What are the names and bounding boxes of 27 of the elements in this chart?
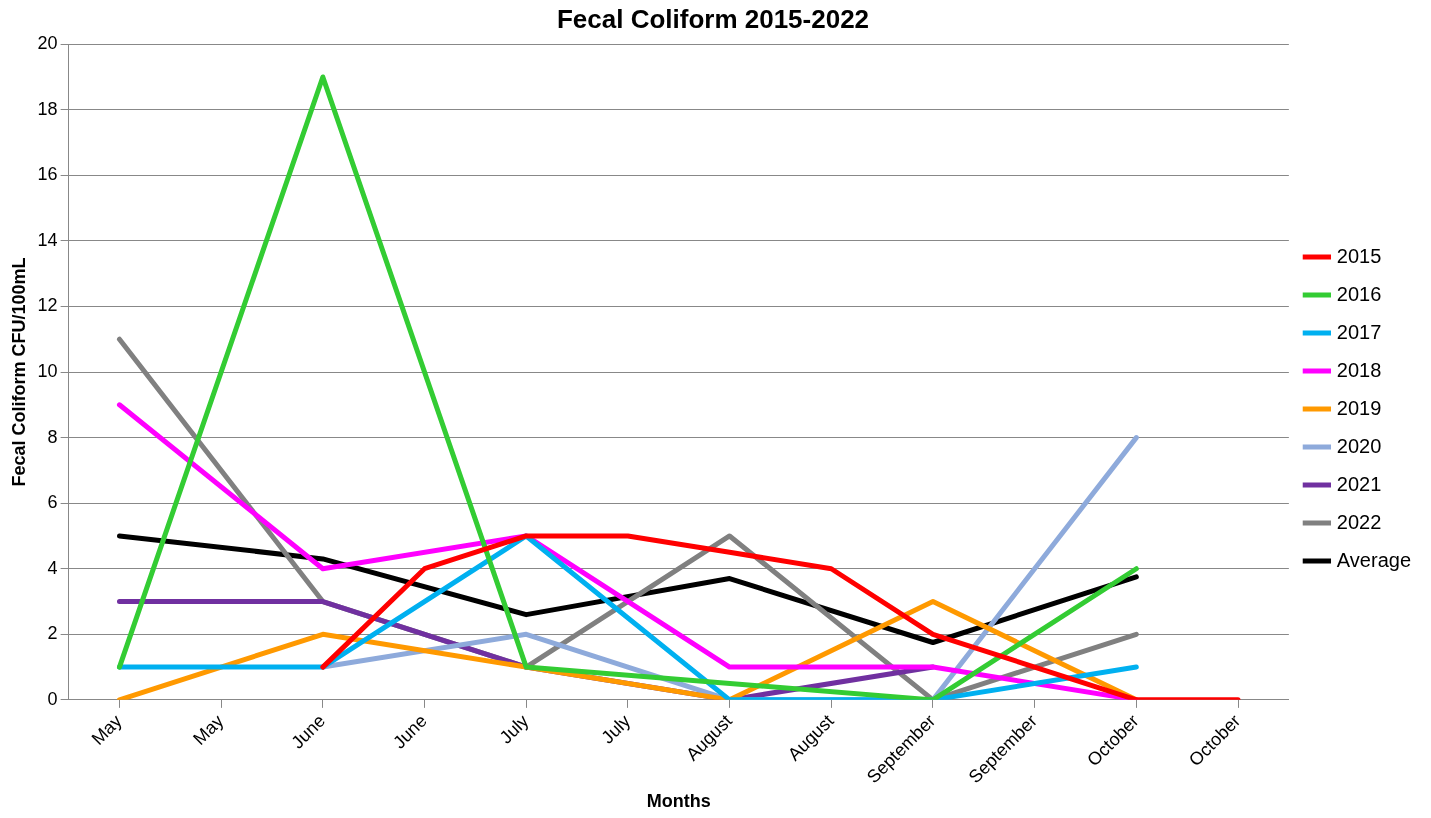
legend-label: 2022 (1336, 510, 1382, 533)
legend-label: 2018 (1336, 358, 1382, 381)
legend-label: 2015 (1336, 244, 1382, 267)
y-tick-label: 2 (47, 623, 58, 644)
y-tick-label: 0 (47, 688, 58, 709)
y-tick-label: 14 (37, 229, 58, 250)
legend-label: 2017 (1336, 320, 1382, 343)
legend-label: 2020 (1336, 434, 1382, 457)
chart-title: Fecal Coliform 2015-2022 (556, 3, 870, 34)
legend-label: 2021 (1336, 472, 1382, 495)
legend-label: 2016 (1336, 282, 1382, 305)
y-tick-label: 10 (37, 361, 58, 381)
x-tick-label: July (495, 710, 533, 748)
y-tick-label: 12 (37, 295, 58, 316)
x-tick-label: May (87, 710, 126, 749)
legend-label: 2019 (1336, 396, 1382, 419)
y-tick-label: 20 (37, 33, 58, 54)
x-tick-label: July (597, 710, 635, 748)
y-tick-label: 8 (47, 426, 58, 447)
y-tick-label: 6 (47, 492, 58, 513)
x-axis-title: Months (646, 791, 711, 812)
y-axis-title: Fecal Coliform CFU/100mL (8, 257, 29, 487)
x-tick-label: May (189, 710, 228, 749)
y-tick-label: 18 (37, 98, 58, 119)
y-tick-label: 16 (37, 164, 58, 185)
y-tick-label: 4 (47, 557, 58, 578)
legend-label: Average (1336, 548, 1412, 571)
